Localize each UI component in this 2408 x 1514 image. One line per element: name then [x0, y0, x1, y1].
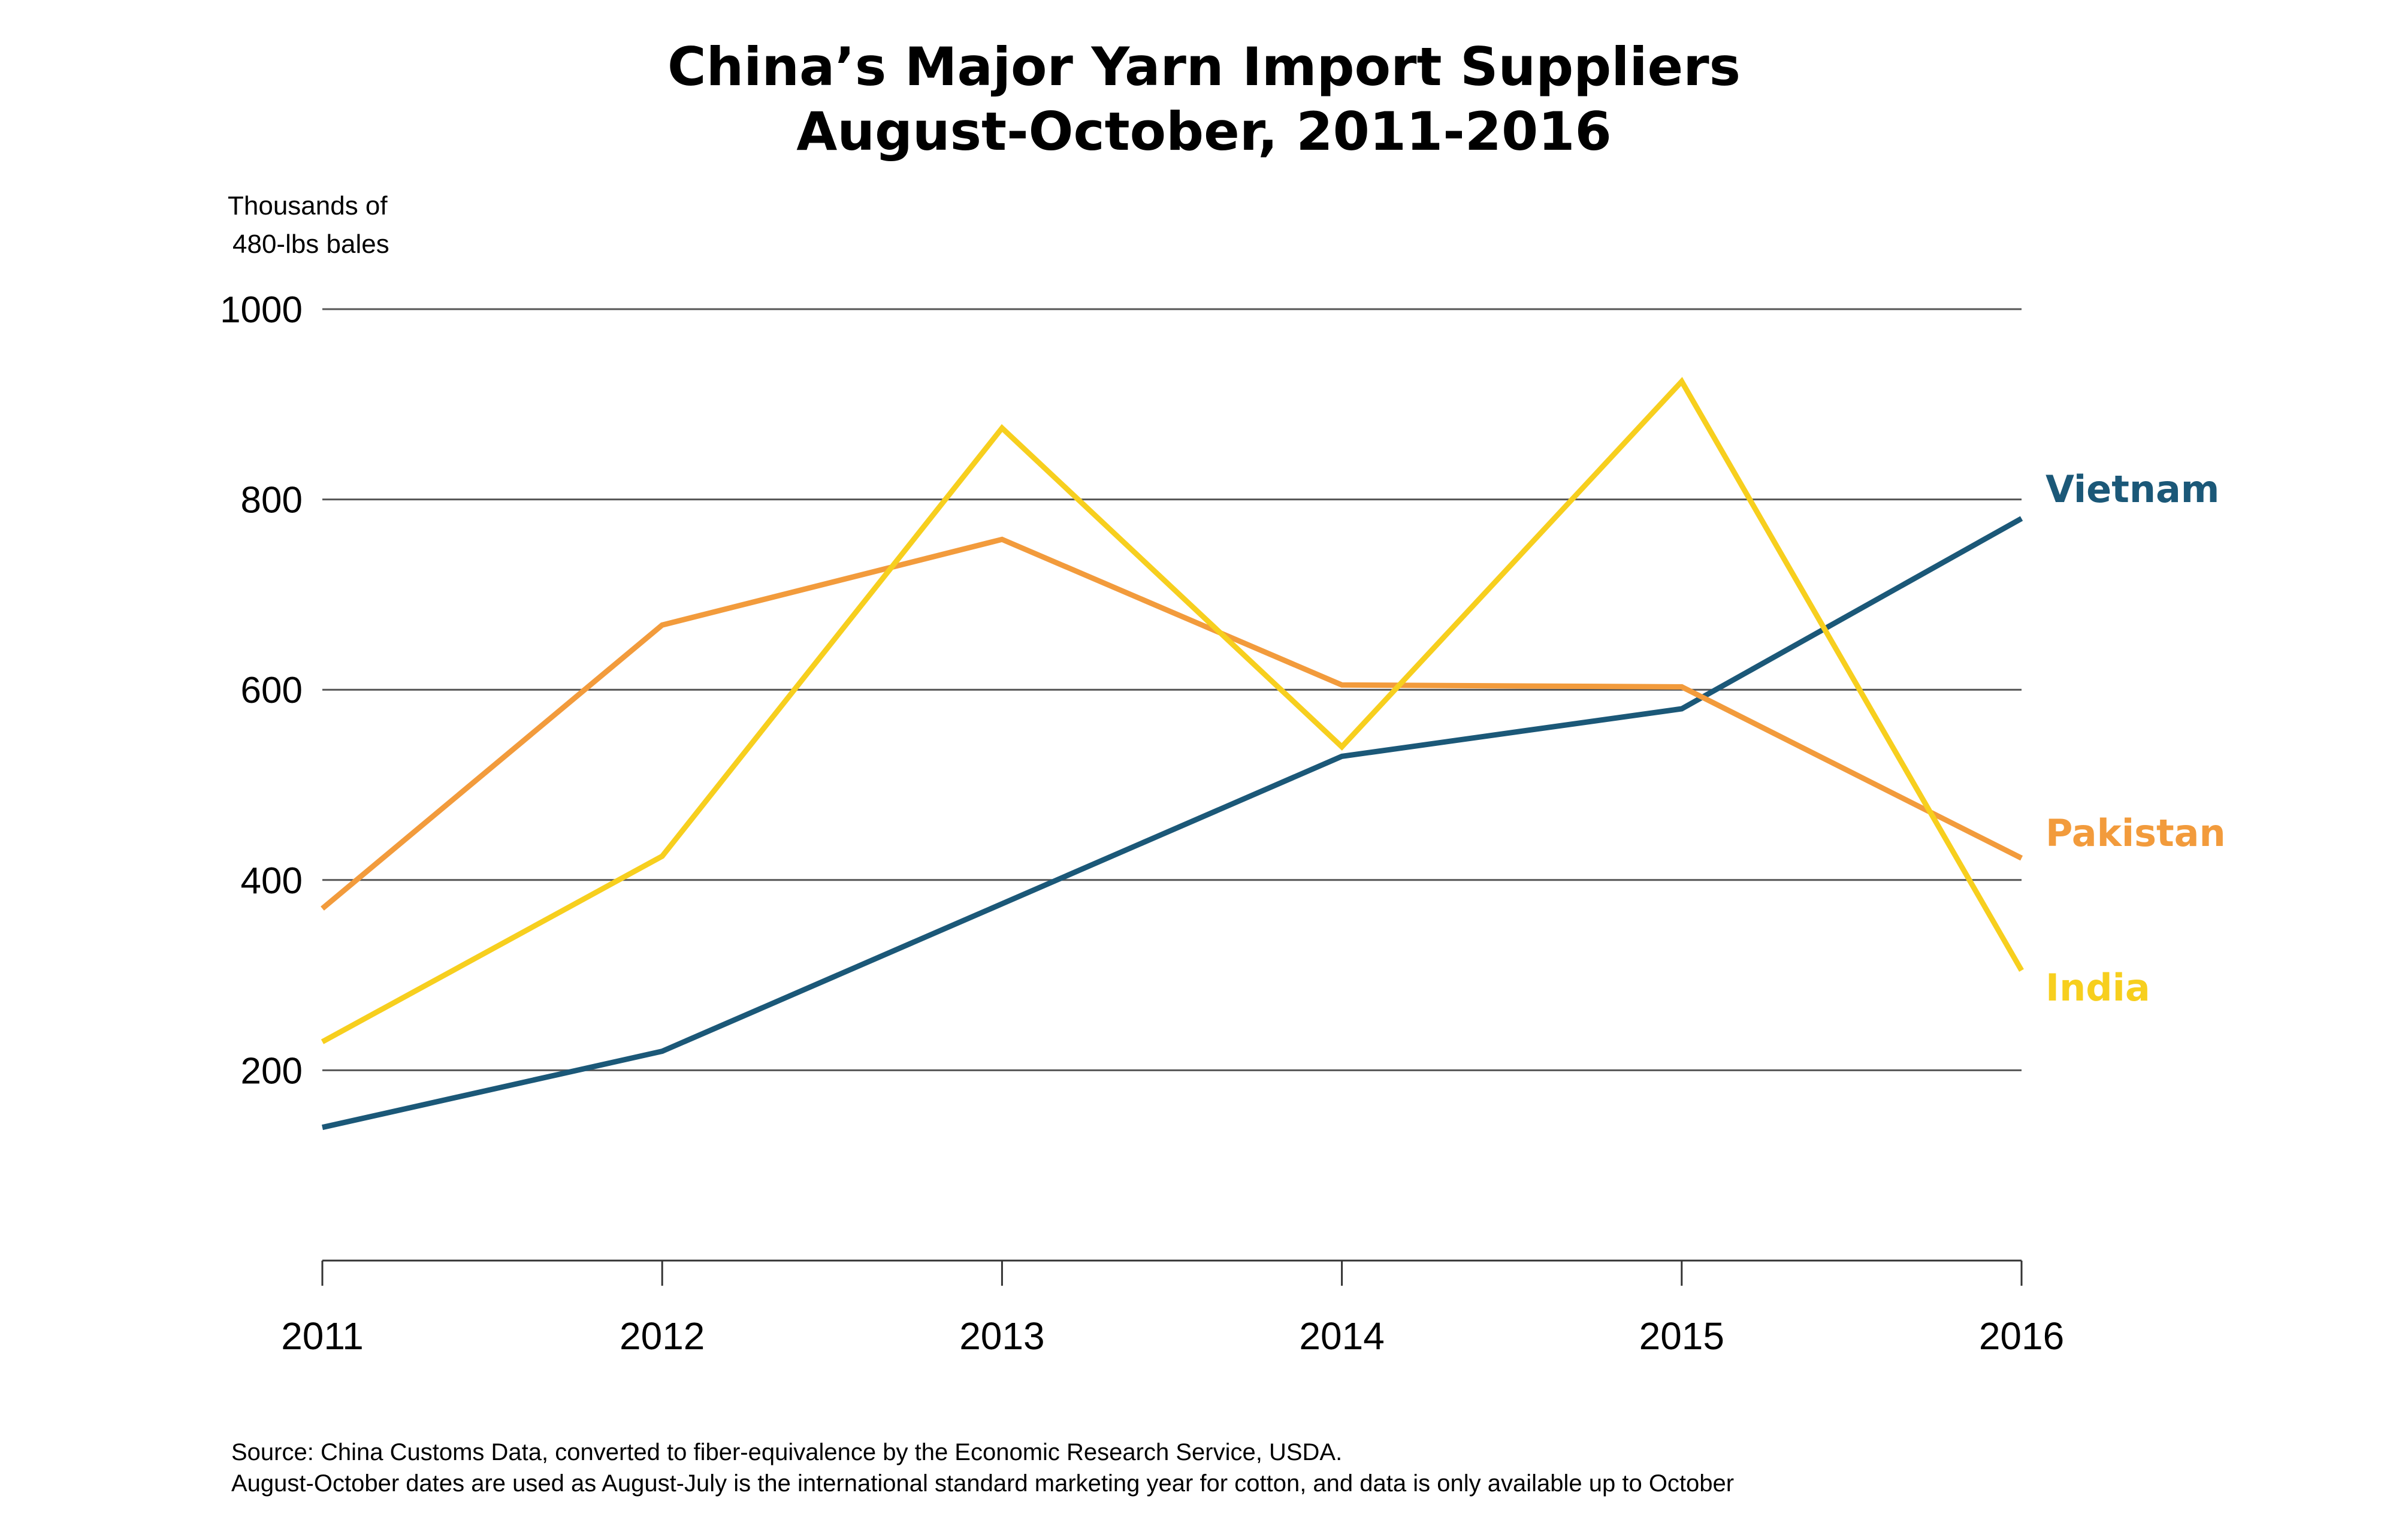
x-tick-label: 2011	[281, 1314, 364, 1358]
source-line: Source: China Customs Data, converted to…	[231, 1439, 1343, 1465]
x-tick-label: 2014	[1299, 1314, 1384, 1358]
chart-title: China’s Major Yarn Import Suppliers Augu…	[0, 35, 2408, 164]
y-tick-label: 800	[241, 480, 303, 521]
series-line-pakistan	[321, 536, 2023, 911]
series-line-india	[321, 377, 2024, 1044]
y-tick-label: 600	[241, 670, 303, 711]
x-tick-label: 2013	[959, 1314, 1044, 1358]
y-tick-label: 1000	[220, 289, 303, 331]
y-axis-unit-label: Thousands of 480-lbs bales	[228, 187, 443, 264]
series-line-vietnam	[322, 516, 2023, 1131]
x-tick-label: 2016	[1979, 1314, 2064, 1358]
y-axis-unit-line2: 480-lbs bales	[232, 229, 389, 259]
series-label-vietnam: Vietnam	[2046, 467, 2219, 511]
chart-subtitle: August-October, 2011-2016	[796, 101, 1612, 162]
x-tick-label: 2015	[1639, 1314, 1724, 1358]
y-axis-unit-line1: Thousands of	[228, 191, 388, 220]
y-tick-label: 200	[241, 1050, 303, 1092]
series-label-india: India	[2046, 966, 2150, 1010]
series-label-pakistan: Pakistan	[2046, 811, 2226, 855]
y-tick-label: 400	[241, 860, 303, 902]
chart-title-line1: China’s Major Yarn Import Suppliers	[667, 36, 1741, 98]
note-line: August-October dates are used as August-…	[231, 1470, 1735, 1497]
source-note: Source: China Customs Data, converted to…	[231, 1437, 2328, 1499]
x-tick-label: 2012	[620, 1314, 705, 1358]
